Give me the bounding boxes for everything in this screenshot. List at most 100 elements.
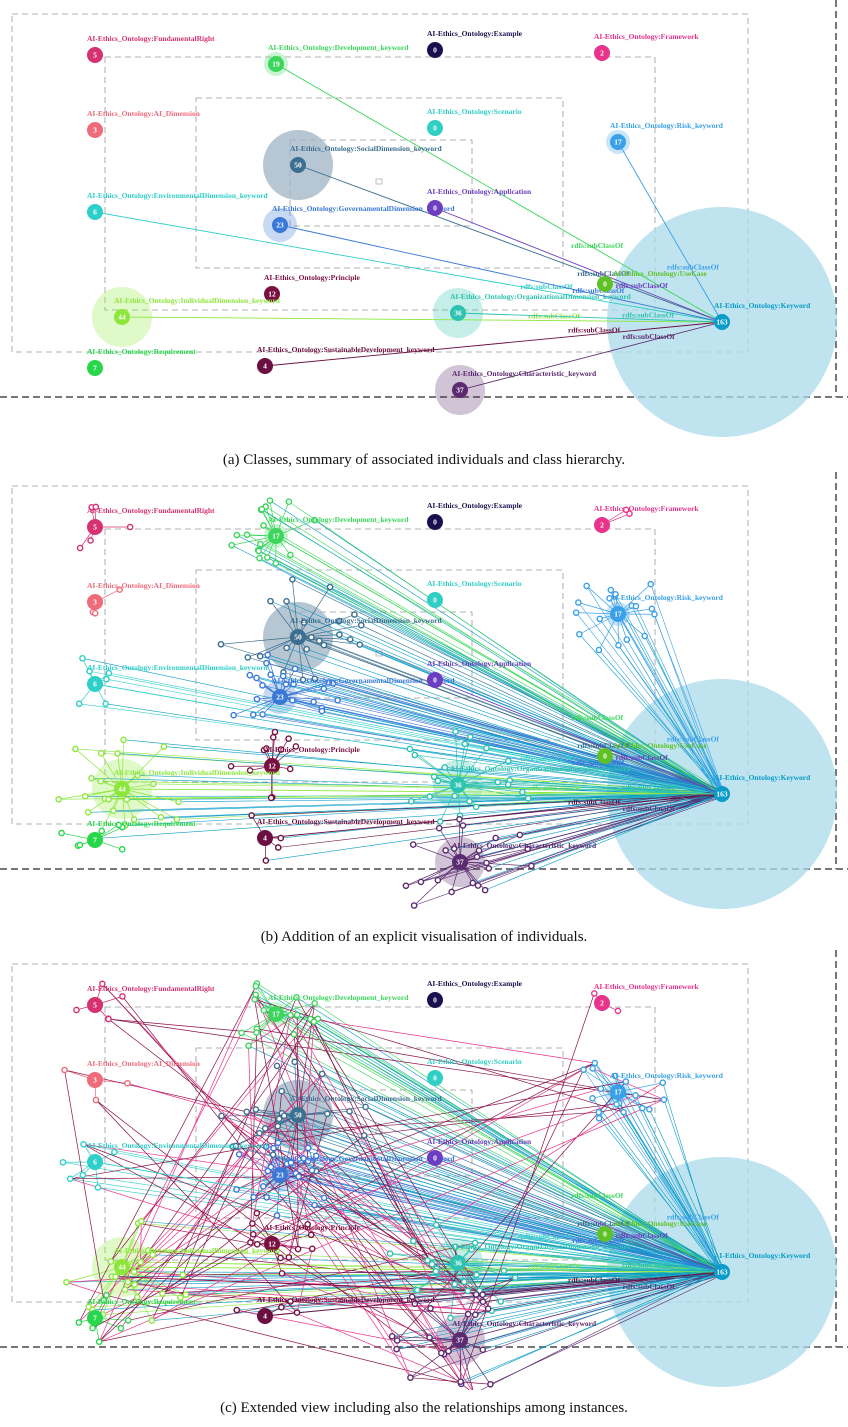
edge-label: rdfs:subClassOf (616, 281, 669, 290)
instance-node (475, 847, 483, 854)
instance-edge (414, 796, 724, 906)
relation-edge (99, 1099, 665, 1343)
node-label: AI-Ethics_Ontology:SocialDimension_keywo… (290, 144, 443, 153)
instance-edge (233, 696, 281, 716)
instance-node (473, 1271, 480, 1279)
edge-label: rdfs:subClassOf (568, 1275, 621, 1284)
instance-node (175, 798, 182, 806)
instance-node (469, 879, 477, 887)
instance-node (228, 541, 236, 549)
instance-node (92, 503, 100, 511)
instance-node (159, 1290, 166, 1297)
class-node (714, 314, 730, 330)
instance-node (89, 1324, 96, 1332)
node-label: AI-Ethics_Ontology:OrganizationalDimensi… (450, 764, 632, 773)
instance-node (611, 1072, 619, 1080)
instance-node (318, 707, 326, 715)
instance-node (266, 497, 274, 504)
node-count: 0 (603, 752, 607, 761)
class-node (427, 120, 443, 136)
instance-node (289, 576, 296, 583)
instance-node (95, 1338, 103, 1346)
instance-edge (618, 645, 725, 794)
instance-node (464, 1287, 472, 1295)
instance-node (411, 1300, 419, 1308)
instance-node (86, 667, 93, 675)
instance-node (271, 728, 279, 736)
instance-node (287, 1159, 295, 1166)
class-node (597, 1226, 613, 1242)
instance-node (250, 1231, 257, 1238)
edge-label: rdfs:subClassOf (577, 269, 630, 278)
node-label: AI-Ethics_Ontology:EnvironmentalDimensio… (87, 663, 269, 672)
instance-edge (411, 784, 459, 802)
instance-edge (457, 784, 523, 793)
class-node (290, 1107, 306, 1123)
relation-edge (316, 1155, 414, 1242)
instance-node (267, 794, 275, 802)
instance-node (511, 1274, 519, 1281)
instance-node (59, 1158, 67, 1166)
instance-edge (413, 791, 720, 845)
node-count: 2 (600, 999, 604, 1008)
instance-node (233, 531, 241, 539)
node-count: 3 (93, 598, 97, 607)
class-node (427, 592, 443, 608)
instance-edge (327, 1113, 725, 1271)
class-node (427, 1150, 443, 1166)
node-count: 23 (276, 1171, 284, 1180)
instance-node (87, 537, 94, 544)
instance-node (289, 696, 296, 704)
instance-edge (461, 1268, 721, 1385)
class-node (714, 1264, 730, 1280)
instance-node (278, 1270, 286, 1277)
instance-node (287, 1011, 294, 1019)
instance-node (595, 1109, 603, 1116)
instance-node (263, 745, 270, 752)
instance-edge (410, 1339, 461, 1378)
instance-node (524, 795, 532, 802)
instance-edge (269, 500, 720, 793)
instance-edge (277, 1142, 722, 1275)
instance-node (500, 1267, 508, 1275)
node-label: AI-Ethics_Ontology:Framework (594, 504, 699, 513)
instance-edge (247, 636, 299, 658)
group-box (104, 1006, 656, 1261)
instance-edge (277, 1125, 720, 1271)
instance-node (320, 641, 328, 649)
instance-node (97, 777, 105, 785)
relation-edge (298, 1088, 601, 1178)
instance-node (262, 857, 270, 864)
instance-node (614, 1007, 622, 1015)
instance-node (318, 1070, 326, 1078)
relation-edge (162, 1062, 595, 1294)
relation-edge (122, 996, 312, 1236)
relation-edge (133, 1021, 315, 1273)
instance-edge (293, 1034, 721, 1273)
node-count: 36 (454, 781, 462, 790)
class-node (610, 606, 626, 622)
instance-node (218, 1112, 225, 1120)
instance-node (134, 772, 141, 779)
relation-edge (108, 1018, 665, 1101)
subclass-edge (297, 1114, 723, 1273)
instance-node (615, 642, 622, 649)
instance-node (149, 780, 157, 788)
instance-node (468, 1246, 475, 1253)
class-node (264, 758, 280, 774)
instance-node (273, 1062, 281, 1070)
instance-node (386, 1250, 394, 1257)
class-node (290, 157, 306, 173)
node-label: AI-Ethics_Ontology:OrganizationalDimensi… (450, 1242, 632, 1251)
subclass-edge (457, 784, 723, 795)
instance-node (479, 1291, 486, 1298)
instance-node (119, 993, 126, 1000)
node-count: 5 (93, 523, 97, 532)
instance-edge (322, 1073, 725, 1270)
instance-edge (413, 844, 461, 863)
instance-node (251, 996, 258, 1003)
relation-edge (92, 1242, 251, 1329)
edge-label: rdfs:subClassOf (622, 1260, 675, 1269)
node-count: 37 (456, 1336, 464, 1345)
instance-edge (598, 1112, 722, 1275)
